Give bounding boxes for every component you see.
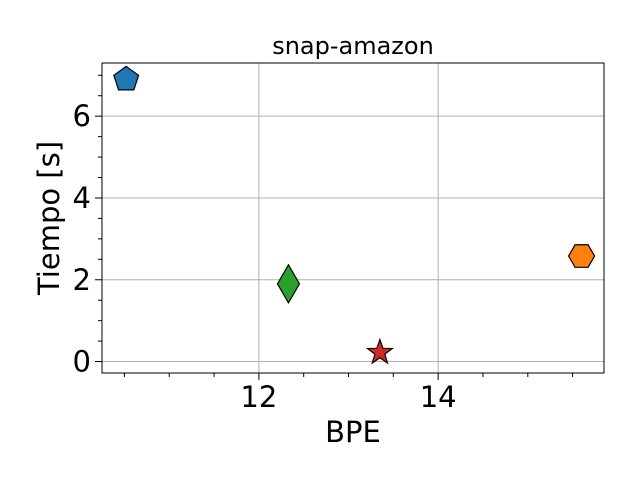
y-axis-label: Tiempo [s]: [32, 141, 66, 296]
chart-title: snap-amazon: [272, 32, 434, 60]
y-tick-label: 0: [73, 345, 91, 379]
data-points: [113, 65, 596, 365]
x-tick-label: 14: [420, 380, 457, 414]
y-tick-label: 4: [73, 181, 91, 215]
x-tick-label: 12: [240, 380, 277, 414]
plot-frame: [101, 62, 605, 374]
data-point-thin-diamond: [276, 263, 301, 305]
y-tick-label: 2: [73, 263, 91, 297]
x-axis-label: BPE: [325, 415, 381, 449]
data-point-hexagon: [567, 244, 596, 268]
data-point-star: [365, 337, 394, 365]
axis-ticks: [95, 74, 574, 380]
grid-lines: [102, 63, 604, 373]
data-point-pentagon: [113, 65, 140, 91]
tick-labels: 12 14 0 2 4 6: [73, 99, 457, 414]
y-tick-label: 6: [73, 99, 91, 133]
